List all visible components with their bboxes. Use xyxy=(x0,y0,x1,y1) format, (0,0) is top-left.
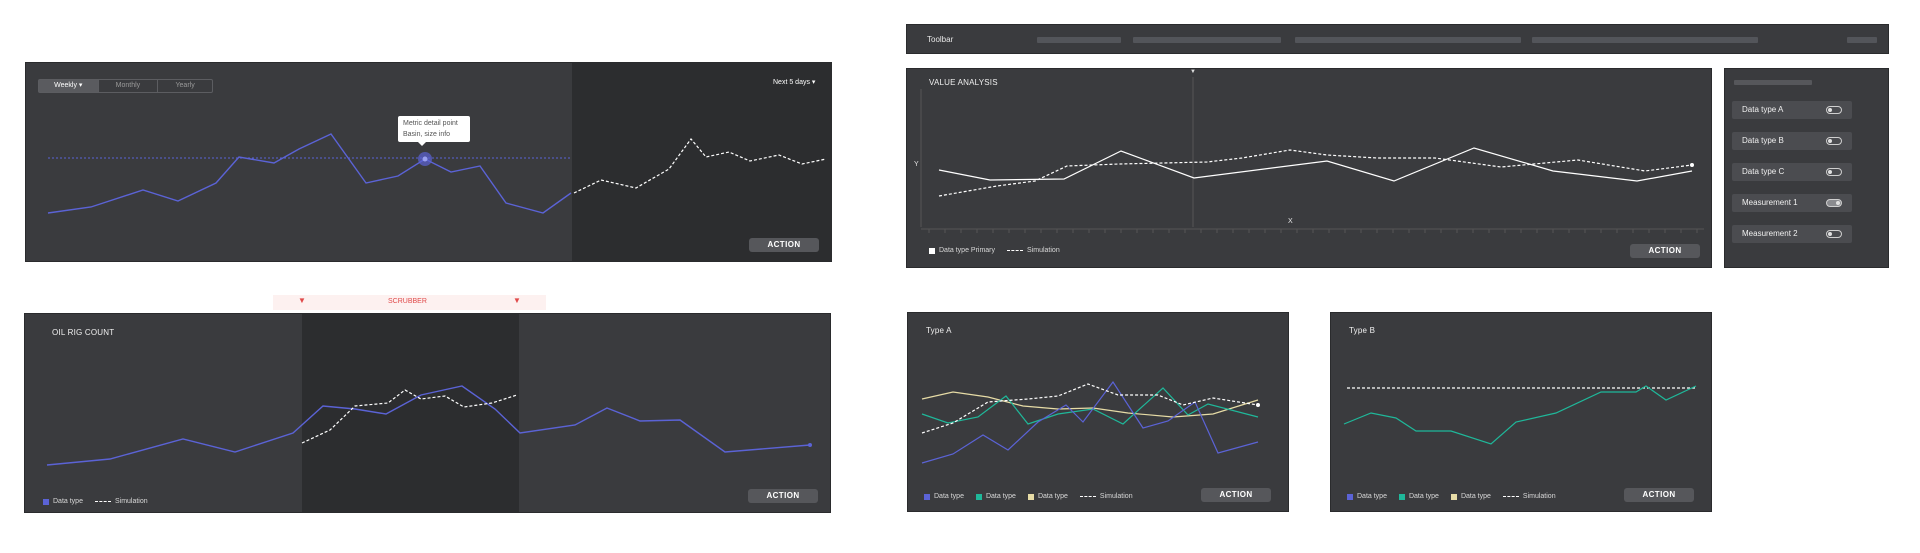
scrubber-left-handle-icon[interactable]: ▼ xyxy=(298,296,306,305)
segment-weekly[interactable]: Weekly ▾ xyxy=(39,80,99,92)
series-end-point xyxy=(808,443,812,447)
series-end-point xyxy=(1256,403,1260,407)
tooltip-line2: Basin, size info xyxy=(403,131,451,138)
series-actual-line xyxy=(47,133,572,214)
forecast-panel: Weekly ▾ Monthly Yearly Next 5 days ▾ Me… xyxy=(25,62,832,262)
type-b-chart xyxy=(1343,385,1697,445)
sidebar-heading-placeholder xyxy=(1734,80,1812,85)
scrubber-bar[interactable]: ▼ SCRUBBER ▼ xyxy=(273,295,546,310)
series-simulation-line xyxy=(301,389,518,444)
panel-title: Type B xyxy=(1349,326,1376,335)
forecast-region xyxy=(572,63,832,261)
legend-item: Data type xyxy=(43,498,83,505)
chevron-down-icon: ▼ xyxy=(1190,69,1196,75)
y-axis-label: Y xyxy=(914,161,919,168)
legend-item: Data type xyxy=(975,493,1016,500)
toggle-switch[interactable] xyxy=(1826,137,1842,145)
toggle-knob xyxy=(1828,139,1832,143)
toolbar-label: Toolbar xyxy=(927,35,954,44)
legend: Data type Simulation xyxy=(43,498,154,505)
scrubber-right-handle-icon[interactable]: ▼ xyxy=(513,296,521,305)
scrubber-label: SCRUBBER xyxy=(388,298,427,305)
type-a-chart xyxy=(921,380,1260,464)
range-dropdown[interactable]: Next 5 days ▾ xyxy=(773,78,815,86)
sidebar-toggle-row[interactable]: Measurement 2 xyxy=(1732,225,1852,243)
period-segmented-control: Weekly ▾ Monthly Yearly xyxy=(38,79,213,93)
toggle-switch[interactable] xyxy=(1826,199,1842,207)
range-dropdown-label: Next 5 days xyxy=(773,79,810,86)
toggle-knob xyxy=(1836,201,1840,205)
detail-point xyxy=(422,156,428,162)
sidebar-item-label: Measurement 1 xyxy=(1742,198,1798,207)
series-end-point xyxy=(1690,163,1694,167)
legend: Data type Data type Data type Simulation xyxy=(924,493,1139,500)
legend-item: Simulation xyxy=(94,498,148,505)
legend-item: Data type xyxy=(1398,493,1439,500)
sidebar-toggle-row[interactable]: Measurement 1 xyxy=(1732,194,1852,212)
toggle-knob xyxy=(1828,108,1832,112)
legend-item: Simulation xyxy=(1079,493,1133,500)
action-button[interactable]: ACTION xyxy=(1624,488,1694,502)
action-button[interactable]: ACTION xyxy=(1201,488,1271,502)
toggle-switch[interactable] xyxy=(1826,106,1842,114)
value-analysis-chart xyxy=(920,77,1704,233)
action-button[interactable]: ACTION xyxy=(1630,244,1700,258)
type-a-panel: Type A Data type Data type Data type Sim… xyxy=(907,312,1289,512)
toggle-knob xyxy=(1828,170,1832,174)
series-simulation-line xyxy=(938,149,1693,197)
x-axis-ticks xyxy=(928,229,1698,233)
oil-rig-panel: OIL RIG COUNT Data type Simulation ACTIO… xyxy=(24,313,831,513)
legend: Data type Primary Simulation xyxy=(929,247,1066,254)
legend: Data type Data type Data type Simulation xyxy=(1347,493,1562,500)
toolbar-item[interactable] xyxy=(1532,37,1758,43)
panel-title: Type A xyxy=(926,326,952,335)
action-button[interactable]: ACTION xyxy=(749,238,819,252)
legend-item: Data type xyxy=(1347,493,1387,500)
series-forecast-line xyxy=(573,138,827,194)
toggle-switch[interactable] xyxy=(1826,168,1842,176)
value-analysis-panel: VALUE ANALYSIS ▼ Y X Data type Primary S… xyxy=(906,68,1712,268)
segment-monthly[interactable]: Monthly xyxy=(99,80,159,92)
series-data-green xyxy=(921,387,1259,425)
panel-title: VALUE ANALYSIS xyxy=(929,78,998,87)
toolbar-item[interactable] xyxy=(1133,37,1281,43)
sidebar-item-label: Data type A xyxy=(1742,105,1784,114)
forecast-chart xyxy=(47,133,827,214)
metric-tooltip: Metric detail point Basin, size info xyxy=(398,116,470,146)
legend-item: Data type Primary xyxy=(929,247,995,254)
legend-item: Data type xyxy=(924,493,964,500)
toolbar: Toolbar xyxy=(906,24,1889,54)
tooltip-line1: Metric detail point xyxy=(403,120,458,127)
toolbar-item[interactable] xyxy=(1847,37,1877,43)
sidebar-toggle-row[interactable]: Data type A xyxy=(1732,101,1852,119)
sidebar-toggle-row[interactable]: Data type C xyxy=(1732,163,1852,181)
segment-yearly[interactable]: Yearly xyxy=(175,82,195,89)
legend-item: Data type xyxy=(1027,493,1068,500)
toggle-switch[interactable] xyxy=(1826,230,1842,238)
sidebar-toggle-row[interactable]: Data type B xyxy=(1732,132,1852,150)
sidebar-item-label: Measurement 2 xyxy=(1742,229,1798,238)
sidebar-item-label: Data type C xyxy=(1742,167,1785,176)
x-axis-label: X xyxy=(1288,218,1293,225)
series-data-blue xyxy=(921,380,1259,464)
legend-item: Simulation xyxy=(1007,247,1060,254)
series-simulation-line xyxy=(921,383,1259,434)
series-data-green xyxy=(1343,385,1697,445)
toggle-knob xyxy=(1828,232,1832,236)
series-data-line xyxy=(46,385,811,466)
legend-item: Simulation xyxy=(1502,493,1556,500)
toolbar-item[interactable] xyxy=(1037,37,1121,43)
chevron-down-icon: ▾ xyxy=(811,79,816,86)
series-data-cream xyxy=(921,391,1259,418)
toolbar-item[interactable] xyxy=(1295,37,1521,43)
filter-sidebar: Data type A Data type B Data type C Measure… xyxy=(1724,68,1889,268)
type-b-panel: Type B Data type Data type Data type Sim… xyxy=(1330,312,1712,512)
sidebar-item-label: Data type B xyxy=(1742,136,1784,145)
action-button[interactable]: ACTION xyxy=(748,489,818,503)
oil-rig-chart xyxy=(46,385,812,466)
legend-item: Data type xyxy=(1450,493,1491,500)
panel-title: OIL RIG COUNT xyxy=(52,328,115,337)
scrubber-window[interactable] xyxy=(302,314,519,512)
